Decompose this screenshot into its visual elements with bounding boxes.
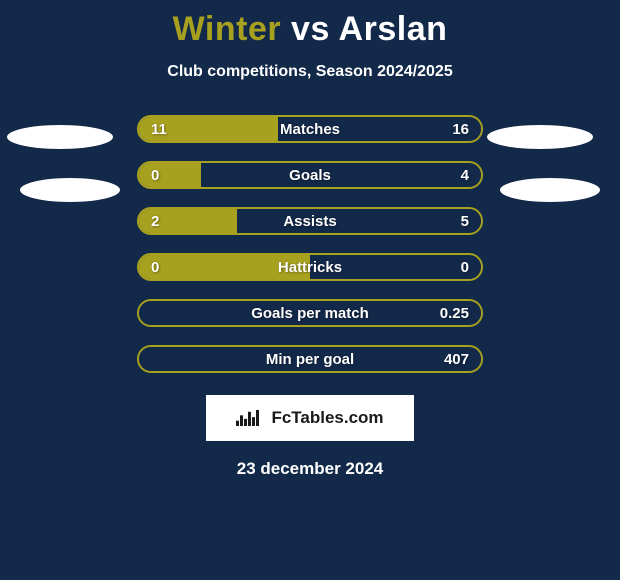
logo-text: FcTables.com (271, 408, 383, 428)
team-badge-placeholder (20, 178, 120, 202)
stat-value-right: 16 (452, 117, 469, 141)
stat-value-right: 0.25 (440, 301, 469, 325)
comparison-infographic: Winter vs Arslan Club competitions, Seas… (0, 0, 620, 580)
player2-name: Arslan (339, 10, 448, 48)
stat-row: Goals per match0.25 (137, 299, 483, 327)
date-text: 23 december 2024 (0, 459, 620, 479)
stat-row: Min per goal407 (137, 345, 483, 373)
team-badge-placeholder (500, 178, 600, 202)
stat-value-right: 0 (461, 255, 469, 279)
logo-box: FcTables.com (206, 395, 414, 441)
stat-label: Goals per match (139, 301, 481, 325)
stat-value-right: 407 (444, 347, 469, 371)
stat-row: 0Goals4 (137, 161, 483, 189)
subtitle: Club competitions, Season 2024/2025 (0, 63, 620, 81)
stat-value-right: 4 (461, 163, 469, 187)
stat-label: Min per goal (139, 347, 481, 371)
stat-row: 11Matches16 (137, 115, 483, 143)
stat-label: Assists (139, 209, 481, 233)
stat-label: Goals (139, 163, 481, 187)
stat-rows: 11Matches160Goals42Assists50Hattricks0Go… (137, 115, 483, 373)
fctables-icon (236, 408, 264, 428)
stat-label: Hattricks (139, 255, 481, 279)
player1-name: Winter (173, 10, 281, 48)
stat-row: 2Assists5 (137, 207, 483, 235)
stat-value-right: 5 (461, 209, 469, 233)
page-title: Winter vs Arslan (0, 0, 620, 49)
team-badge-placeholder (487, 125, 593, 149)
team-badge-placeholder (7, 125, 113, 149)
stat-row: 0Hattricks0 (137, 253, 483, 281)
stat-label: Matches (139, 117, 481, 141)
vs-text: vs (281, 10, 338, 48)
